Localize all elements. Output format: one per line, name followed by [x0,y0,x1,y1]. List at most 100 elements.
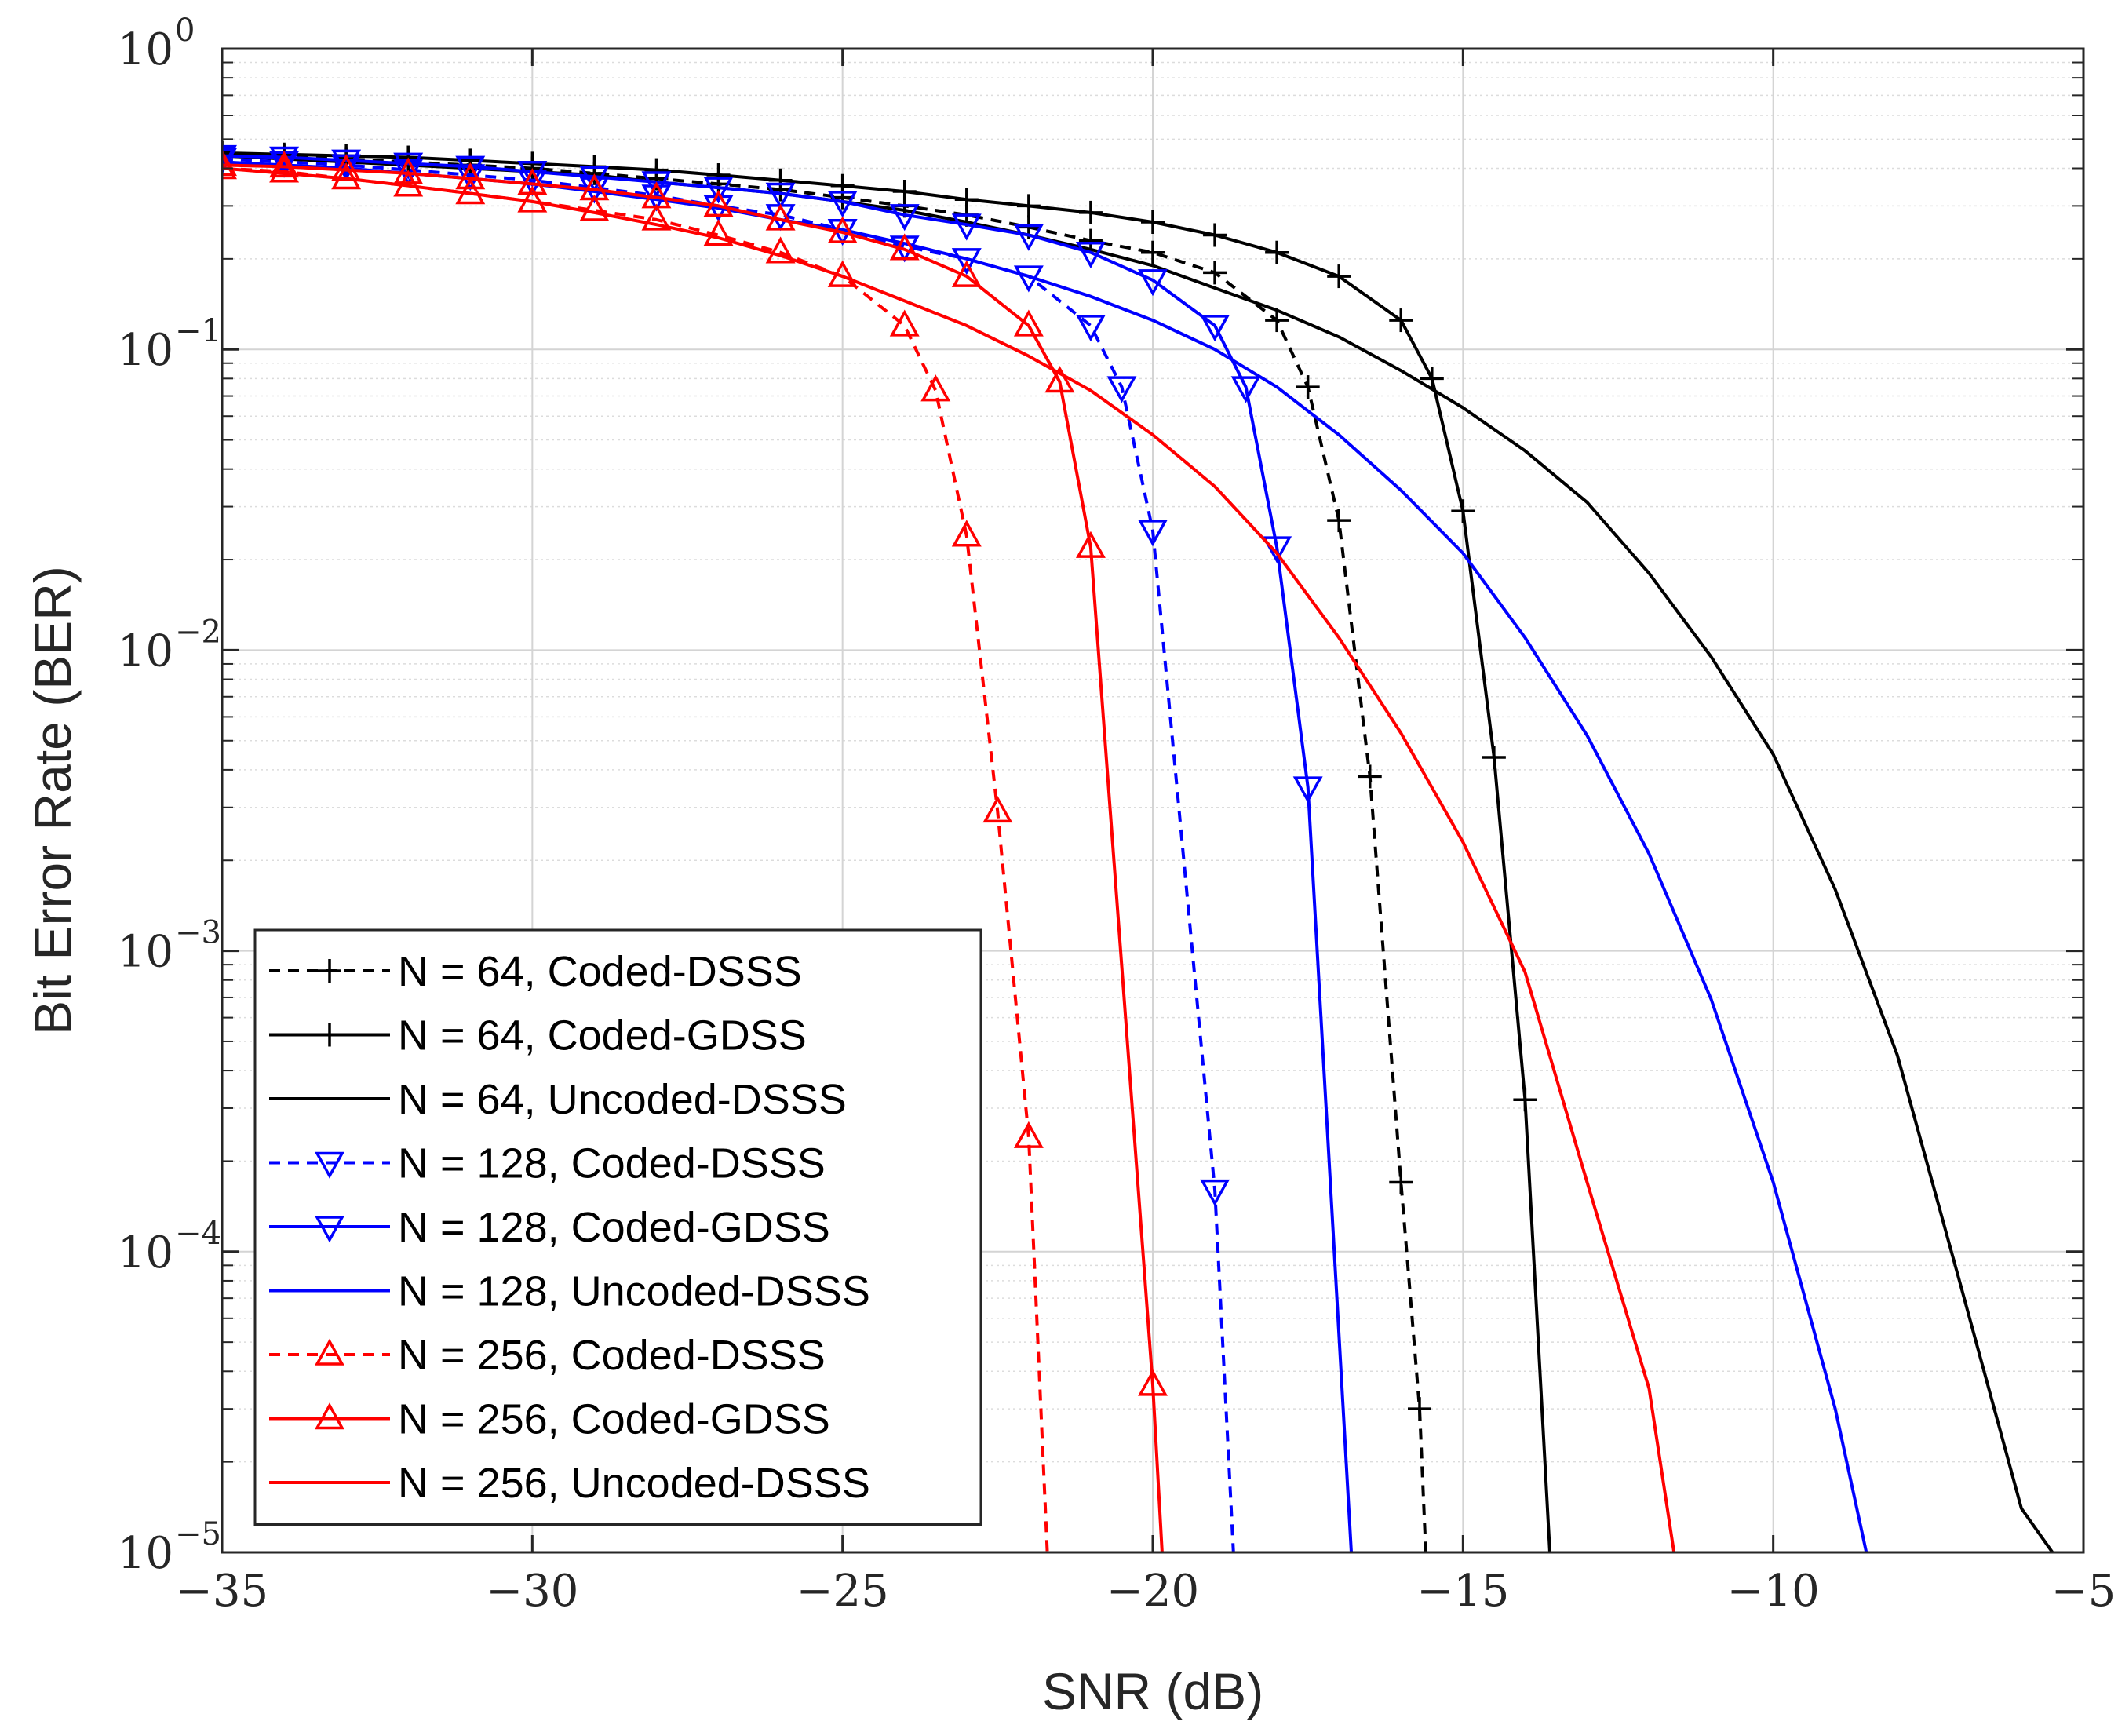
y-tick-exponent: −3 [175,915,221,951]
data-point-marker [703,219,734,246]
data-point-marker [331,149,362,177]
tick-layer: −35 −30 −25 −20 −15 −10 −510 010 −110 −210 −310 −41… [118,13,2116,1617]
legend-label: N = 64, Uncoded-DSSS [398,1076,847,1123]
legend-item: N = 256, Coded-GDSS [269,1396,830,1443]
y-tick-exponent: 0 [175,13,195,49]
y-tick-exponent: −1 [175,313,221,349]
series-8 [222,166,1676,1552]
y-tick-base: 10 [118,24,173,75]
data-point-marker [765,182,796,210]
data-point-marker [641,203,672,231]
y-tick-label: 10 0 [118,13,195,75]
data-point-marker [269,151,300,178]
data-point-marker [1138,269,1168,297]
data-point-marker [644,158,669,182]
x-tick-label: −35 [176,1566,268,1617]
data-point-marker [579,166,610,193]
data-point-marker [1106,376,1137,403]
data-point-marker [393,152,424,180]
data-point-marker [579,194,610,221]
y-tick-label: 10 −5 [118,1516,221,1579]
data-point-marker [1262,536,1292,563]
data-point-marker [1075,315,1106,342]
data-point-marker [1265,240,1289,264]
y-tick-base: 10 [118,325,173,376]
data-point-marker [889,204,920,232]
data-point-marker [1138,520,1168,547]
data-point-marker [641,171,672,199]
data-point-marker [1138,1369,1168,1396]
x-tick-label: −15 [1416,1566,1509,1617]
data-point-marker [1265,308,1289,333]
series-line [222,151,1427,1552]
x-axis-label: SNR (dB) [1042,1662,1263,1720]
y-tick-base: 10 [118,625,173,677]
data-point-marker [517,160,548,188]
series-layer [222,140,2054,1552]
data-point-marker [1296,375,1320,399]
legend-item: N = 256, Uncoded-DSSS [269,1460,870,1507]
y-tick-exponent: −2 [175,614,221,650]
data-point-marker [1230,376,1261,403]
x-tick-label: −25 [797,1566,889,1617]
x-tick-label: −30 [486,1566,578,1617]
legend-label: N = 128, Uncoded-DSSS [398,1268,870,1315]
data-point-marker [892,180,917,204]
legend-label: N = 256, Coded-GDSS [398,1396,830,1443]
series-line [222,154,1353,1552]
data-point-marker [951,213,982,241]
legend-label: N = 64, Coded-GDSS [398,1012,807,1059]
y-tick-label: 10 −3 [118,915,221,978]
data-point-marker [269,155,300,183]
data-point-marker [889,233,920,261]
legend-label: N = 128, Coded-GDSS [398,1204,830,1251]
data-point-marker [830,173,855,198]
data-point-marker [455,162,486,190]
series-line [222,166,1676,1552]
legend-marker-sample [318,959,341,983]
data-point-marker [1200,315,1230,342]
y-tick-label: 10 −1 [118,313,221,376]
data-point-marker [269,146,300,173]
data-point-marker [1358,764,1382,789]
data-point-marker [1013,309,1044,337]
legend: N = 64, Coded-DSSS N = 64, Coded-GDSS N = … [253,928,982,1526]
data-point-marker [982,796,1013,823]
data-point-marker [579,173,610,201]
data-point-marker [1389,308,1413,333]
series-4 [222,144,1353,1552]
series-line [222,157,1235,1552]
data-point-marker [1513,1088,1537,1112]
data-point-marker [768,168,793,192]
data-point-marker [1200,1179,1230,1206]
legend-marker-sample [318,1023,341,1047]
data-point-marker [951,520,982,547]
x-tick-label: −5 [2051,1566,2116,1617]
data-point-marker [703,177,734,204]
data-point-marker [393,157,424,184]
data-point-marker [1327,509,1351,533]
data-point-marker [1203,223,1227,247]
data-point-marker [1078,200,1103,224]
data-point-marker [1203,261,1227,285]
data-point-marker [706,163,731,188]
data-point-marker [1013,1121,1044,1148]
legend-label: N = 64, Coded-DSSS [398,948,802,995]
y-tick-base: 10 [118,1528,173,1579]
data-point-marker [765,203,796,231]
data-point-marker [1327,264,1351,289]
data-point-marker [765,236,796,264]
legend-label: N = 128, Coded-DSSS [398,1140,826,1187]
legend-marker-sample [315,1151,344,1179]
data-point-marker [1016,194,1041,218]
data-point-marker [222,144,237,173]
series-line [222,163,1164,1552]
data-point-marker [703,189,734,217]
legend-item: N = 128, Coded-GDSS [269,1204,830,1251]
legend-marker-sample [315,1338,344,1366]
data-point-marker [951,260,982,287]
data-point-marker [1482,746,1506,770]
legend-label: N = 256, Coded-DSSS [398,1332,826,1379]
